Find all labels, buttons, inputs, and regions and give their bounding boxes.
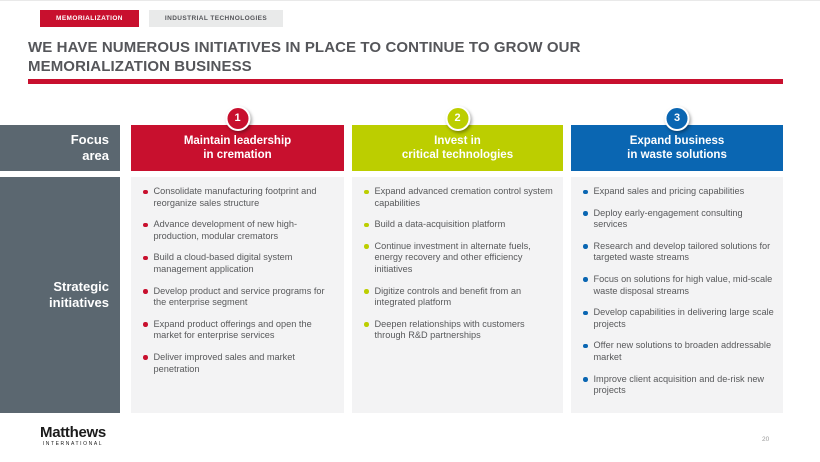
bullet-item: Expand sales and pricing capabilities — [583, 186, 777, 198]
bullet-dot-icon — [583, 211, 588, 216]
tab-industrial-technologies[interactable]: INDUSTRIAL TECHNOLOGIES — [148, 10, 284, 27]
bullet-item: Develop capabilities in delivering large… — [583, 307, 777, 330]
bullet-dot-icon — [143, 355, 148, 360]
bullet-text: Deepen relationships with customers thro… — [374, 318, 525, 341]
bullet-dot-icon — [143, 322, 148, 327]
column-header-waste-solutions: 3 Expand business in waste solutions — [571, 106, 783, 171]
logo-wordmark: Matthews — [40, 424, 106, 441]
column-title: Maintain leadership in cremation — [183, 135, 292, 161]
bullet-item: Offer new solutions to broaden addressab… — [583, 340, 777, 363]
bullet-list: Expand advanced cremation control system… — [364, 186, 557, 342]
bullet-dot-icon — [143, 189, 148, 194]
bullet-text: Offer new solutions to broaden addressab… — [593, 340, 772, 362]
bullet-item: Deepen relationships with customers thro… — [364, 319, 557, 342]
bullet-item: Expand product offerings and open the ma… — [143, 319, 338, 342]
bullet-item: Expand advanced cremation control system… — [364, 186, 557, 209]
logo-subtitle: INTERNATIONAL — [42, 441, 104, 447]
column-title: Expand business in waste solutions — [627, 135, 727, 161]
column-title: Invest in critical technologies — [401, 135, 514, 161]
strategic-initiatives-label: Strategic initiatives — [0, 177, 120, 413]
tab-memorialization[interactable]: MEMORIALIZATION — [40, 10, 139, 27]
column-body-technologies: Expand advanced cremation control system… — [352, 177, 563, 413]
bullet-text: Focus on solutions for high value, mid-s… — [593, 273, 773, 296]
bullet-dot-icon — [583, 244, 588, 249]
bullet-text: Deliver improved sales and market penetr… — [153, 351, 295, 374]
column-header-cremation: 1 Maintain leadership in cremation — [131, 106, 344, 171]
bullet-text: Improve client acquisition and de-risk n… — [593, 373, 765, 396]
bullet-dot-icon — [583, 310, 588, 316]
bullet-dot-icon — [364, 189, 369, 194]
column-body-cremation: Consolidate manufacturing footprint and … — [131, 177, 344, 413]
bullet-item: Deliver improved sales and market penetr… — [143, 352, 338, 375]
bullet-text: Deploy early-engagement consulting servi… — [593, 207, 743, 230]
column-number-badge-3: 3 — [664, 106, 690, 131]
bullet-text: Consolidate manufacturing footprint and … — [153, 186, 317, 208]
bullet-text: Expand product offerings and open the ma… — [153, 318, 312, 341]
bullet-dot-icon — [364, 289, 369, 294]
bullet-item: Research and develop tailored solutions … — [583, 241, 777, 264]
bullet-text: Advance development of new high-producti… — [153, 219, 298, 241]
bullet-text: Develop product and service programs for… — [153, 285, 325, 308]
bullet-dot-icon — [583, 277, 588, 282]
bullet-item: Focus on solutions for high value, mid-s… — [583, 274, 777, 297]
column-body-waste-solutions: Expand sales and pricing capabilities De… — [571, 177, 783, 413]
bullet-item: Digitize controls and benefit from an in… — [364, 286, 557, 309]
bullet-text: Research and develop tailored solutions … — [593, 240, 771, 263]
column-number-badge-2: 2 — [445, 106, 470, 131]
bullet-text: Expand advanced cremation control system… — [374, 186, 553, 208]
page-number: 20 — [762, 436, 770, 443]
bullet-dot-icon — [583, 343, 588, 349]
bullet-dot-icon — [583, 377, 588, 382]
bullet-dot-icon — [364, 244, 369, 249]
bullet-text: Expand sales and pricing capabilities — [593, 186, 745, 196]
bullet-item: Deploy early-engagement consulting servi… — [583, 208, 777, 231]
bullet-dot-icon — [364, 322, 369, 327]
page-title: WE HAVE NUMEROUS INITIATIVES IN PLACE TO… — [28, 39, 581, 75]
bullet-text: Develop capabilities in delivering large… — [593, 307, 774, 329]
bullet-item: Improve client acquisition and de-risk n… — [583, 374, 777, 397]
bullet-text: Digitize controls and benefit from an in… — [374, 285, 522, 308]
bullet-dot-icon — [143, 222, 148, 228]
bullet-text: Build a cloud-based digital system manag… — [153, 252, 293, 274]
segment-tabs: MEMORIALIZATION INDUSTRIAL TECHNOLOGIES — [40, 10, 284, 27]
bullet-dot-icon — [143, 289, 148, 294]
bullet-item: Build a cloud-based digital system manag… — [143, 252, 338, 275]
title-underline-rule — [28, 79, 783, 84]
column-number-badge-1: 1 — [225, 106, 250, 131]
bullet-dot-icon — [583, 189, 588, 194]
bullet-item: Build a data-acquisition platform — [364, 219, 557, 231]
bullet-item: Continue investment in alternate fuels, … — [364, 241, 557, 276]
bullet-list: Expand sales and pricing capabilities De… — [583, 186, 777, 397]
bullet-text: Build a data-acquisition platform — [374, 219, 506, 230]
bullet-item: Develop product and service programs for… — [143, 286, 338, 309]
focus-area-label: Focus area — [0, 125, 120, 171]
bullet-list: Consolidate manufacturing footprint and … — [143, 186, 338, 375]
bullet-item: Advance development of new high-producti… — [143, 219, 338, 242]
bullet-dot-icon — [143, 255, 148, 261]
column-header-technologies: 2 Invest in critical technologies — [352, 106, 563, 171]
matthews-logo: Matthews INTERNATIONAL — [40, 425, 106, 447]
bullet-item: Consolidate manufacturing footprint and … — [143, 186, 338, 209]
bullet-dot-icon — [364, 222, 369, 228]
bullet-text: Continue investment in alternate fuels, … — [374, 240, 531, 274]
